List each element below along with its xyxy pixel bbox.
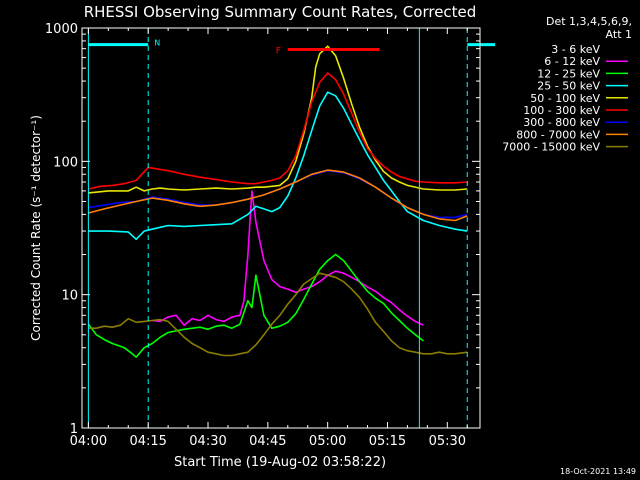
y-tick-label: 10 [61, 289, 78, 304]
legend-entry-label: 6 - 12 keV [544, 55, 600, 68]
series-line-7000-15000-kev [88, 272, 468, 357]
series-line-12-25-kev [87, 253, 424, 358]
y-tick-label: 100 [53, 155, 78, 170]
x-tick-label: 04:15 [129, 434, 166, 449]
y-tick-label: 1000 [45, 22, 78, 37]
y-axis-label: Corrected Count Rate (s⁻¹ detector⁻¹) [29, 115, 43, 341]
legend-entry-label: 7000 - 15000 keV [502, 141, 600, 154]
axis-layer: 04:00 04:15 04:30 04:45 05:00 05:15 05:30 1 10 10… [45, 22, 480, 449]
legend-entry-label: 25 - 50 keV [537, 80, 600, 93]
series-line-50-100-kev [88, 45, 468, 194]
series-line-800-7000-kev [88, 169, 468, 222]
legend-entry-label: 3 - 6 keV [551, 43, 600, 56]
x-tick-label: 04:45 [249, 434, 286, 449]
series-line-100-300-kev [88, 72, 468, 190]
legend-entry-label: 300 - 800 keV [523, 116, 600, 129]
series-line-6-12-kev [152, 190, 424, 327]
x-tick-label: 04:30 [189, 434, 226, 449]
annotation-layer: NF [87, 28, 496, 428]
chart-title: RHESSI Observing Summary Count Rates, Co… [84, 3, 477, 21]
x-tick-label: 05:30 [429, 434, 466, 449]
legend-entry-label: 100 - 300 keV [523, 104, 600, 117]
y-tick-label: 1 [70, 422, 78, 437]
legend-entry-label: 800 - 7000 keV [516, 128, 600, 141]
series-line-25-50-kev [88, 91, 468, 241]
legend-entry-label: 12 - 25 keV [537, 67, 600, 80]
legend-header-line-2: Att 1 [606, 28, 632, 41]
x-tick-label: 05:00 [309, 434, 346, 449]
legend-entry-label: 50 - 100 keV [530, 92, 600, 105]
footer-timestamp: 18-Oct-2021 13:49 [560, 467, 636, 476]
series-line-3-6-kev [139, 299, 408, 410]
flare-marker-label: F [276, 46, 281, 56]
x-tick-label: 05:15 [369, 434, 406, 449]
series-layer [87, 45, 468, 410]
night-marker-label: N [154, 39, 160, 48]
plot-frame [81, 27, 481, 429]
x-axis-label: Start Time (19-Aug-02 03:58:22) [174, 455, 386, 470]
x-tick-label: 04:00 [70, 434, 107, 449]
legend-header-line-1: Det 1,3,4,5,6,9, [546, 15, 632, 28]
